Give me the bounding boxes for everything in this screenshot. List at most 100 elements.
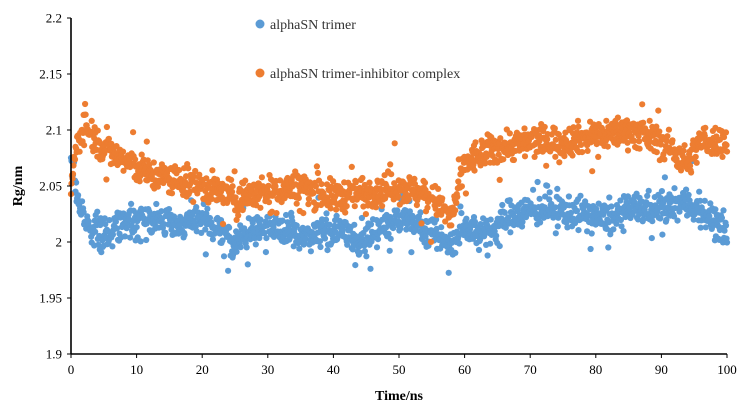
data-point xyxy=(448,222,455,229)
data-point xyxy=(386,247,393,254)
data-point xyxy=(158,208,165,215)
data-point xyxy=(374,236,382,243)
legend-label: alphaSN trimer xyxy=(270,18,356,33)
data-point xyxy=(219,237,226,244)
data-point xyxy=(185,165,192,172)
data-point xyxy=(531,153,538,160)
data-point xyxy=(143,236,150,244)
y-tick-label: 1.9 xyxy=(46,347,62,362)
data-point xyxy=(113,225,121,232)
data-point xyxy=(71,156,79,163)
data-point xyxy=(658,188,666,195)
data-point xyxy=(94,208,101,215)
data-point xyxy=(76,148,83,155)
data-point xyxy=(244,261,251,268)
data-point xyxy=(663,216,670,223)
data-point xyxy=(181,231,188,238)
data-point xyxy=(417,209,424,216)
data-point xyxy=(603,117,610,124)
x-tick-label: 10 xyxy=(130,362,143,377)
data-point xyxy=(379,202,386,210)
axes: 0 10 20 30 40 50 60 70 80 90 100 1.9 1.95 2 2.05 2.1 2.1… xyxy=(39,11,737,378)
data-point xyxy=(521,153,529,160)
data-point xyxy=(497,135,504,142)
data-point xyxy=(702,224,709,231)
data-point xyxy=(636,138,643,145)
x-tick-label: 70 xyxy=(524,362,537,377)
y-tick-label: 2.15 xyxy=(39,67,62,82)
data-point xyxy=(241,225,248,232)
data-point xyxy=(305,201,312,208)
data-point xyxy=(300,210,307,217)
data-point xyxy=(229,188,236,195)
data-point xyxy=(452,249,459,256)
data-point xyxy=(546,189,553,196)
data-point xyxy=(687,162,694,169)
data-point xyxy=(211,230,218,237)
data-point xyxy=(693,159,700,166)
data-point xyxy=(463,215,470,222)
data-point xyxy=(454,193,461,200)
data-point xyxy=(313,163,320,170)
data-point xyxy=(506,130,513,137)
data-point xyxy=(646,117,653,124)
data-point xyxy=(82,111,89,118)
data-point xyxy=(455,178,462,185)
x-tick-label: 20 xyxy=(196,362,209,377)
y-tick-label: 2.05 xyxy=(39,179,62,194)
data-point xyxy=(352,179,359,186)
data-point xyxy=(507,229,514,236)
data-point xyxy=(484,252,491,259)
data-point xyxy=(387,161,394,168)
data-point xyxy=(697,197,704,204)
x-tick-label: 60 xyxy=(458,362,471,377)
data-point xyxy=(359,174,366,182)
data-point xyxy=(413,202,420,209)
data-point xyxy=(194,190,201,197)
data-point xyxy=(663,138,671,145)
data-point xyxy=(636,145,643,152)
data-point xyxy=(470,214,478,221)
data-point xyxy=(640,119,647,126)
data-point xyxy=(307,248,314,255)
data-point xyxy=(661,156,668,163)
data-point xyxy=(226,224,233,231)
data-point xyxy=(382,195,389,202)
data-point xyxy=(723,239,731,246)
data-point xyxy=(204,205,211,212)
data-point xyxy=(718,214,726,222)
data-point xyxy=(220,253,228,260)
data-point xyxy=(610,226,617,233)
data-point xyxy=(136,178,143,185)
data-point xyxy=(330,178,337,185)
data-point xyxy=(239,207,246,214)
data-point xyxy=(123,225,130,232)
data-point xyxy=(681,142,688,149)
data-point xyxy=(293,200,300,207)
data-point xyxy=(453,199,460,206)
y-tick-label: 1.95 xyxy=(39,291,62,306)
data-point xyxy=(496,243,503,250)
data-point xyxy=(421,179,429,186)
legend-label: alphaSN trimer-inhibitor complex xyxy=(270,67,460,82)
data-point xyxy=(168,190,176,197)
data-point xyxy=(721,227,728,234)
data-point xyxy=(577,192,584,199)
data-point xyxy=(579,149,586,156)
data-point xyxy=(534,178,541,186)
data-point xyxy=(452,207,459,214)
data-point xyxy=(257,216,264,223)
data-point xyxy=(296,245,303,252)
data-point xyxy=(574,117,582,124)
data-point xyxy=(405,195,412,203)
data-point xyxy=(665,126,673,133)
data-point xyxy=(109,243,116,250)
data-point xyxy=(688,169,695,176)
data-point xyxy=(587,245,594,253)
data-point xyxy=(193,204,200,211)
data-point xyxy=(593,205,600,213)
data-point xyxy=(457,203,464,210)
data-point xyxy=(502,224,509,231)
data-point xyxy=(631,137,638,144)
x-tick-label: 80 xyxy=(589,362,602,377)
